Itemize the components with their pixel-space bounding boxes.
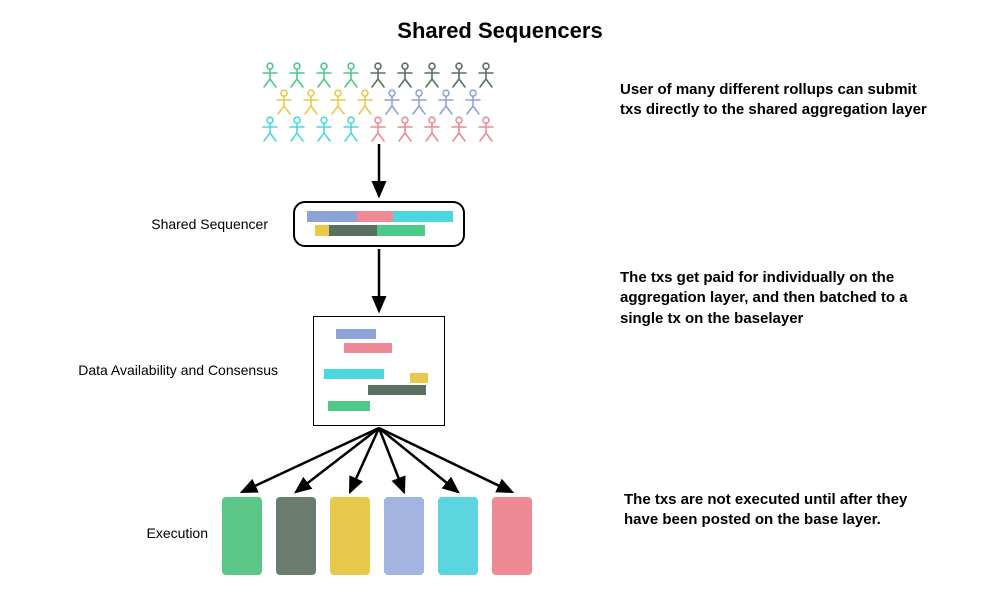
flow-arrow bbox=[379, 428, 404, 492]
person-icon bbox=[420, 116, 444, 143]
tx-bar bbox=[377, 225, 425, 236]
tx-bar bbox=[344, 343, 392, 353]
person-icon bbox=[434, 89, 458, 116]
label-data-availability: Data Availability and Consensus bbox=[58, 362, 278, 378]
shared-sequencer-box bbox=[293, 201, 465, 247]
description-execution: The txs are not executed until after the… bbox=[624, 490, 944, 531]
person-icon bbox=[474, 62, 498, 89]
flow-arrow bbox=[296, 428, 379, 492]
tx-bar bbox=[315, 225, 329, 236]
person-icon bbox=[474, 116, 498, 143]
person-icon bbox=[299, 89, 323, 116]
user-row bbox=[265, 89, 491, 116]
person-icon bbox=[339, 116, 363, 143]
person-icon bbox=[366, 116, 390, 143]
execution-blocks-row bbox=[222, 497, 532, 575]
person-icon bbox=[447, 116, 471, 143]
execution-block bbox=[222, 497, 262, 575]
person-icon bbox=[258, 62, 282, 89]
person-icon bbox=[258, 116, 282, 143]
description-batching: The txs get paid for individually on the… bbox=[620, 268, 940, 329]
users-group bbox=[253, 62, 503, 143]
tx-bar bbox=[324, 369, 384, 379]
execution-block bbox=[330, 497, 370, 575]
person-icon bbox=[272, 89, 296, 116]
tx-bar bbox=[368, 385, 426, 395]
person-icon bbox=[285, 62, 309, 89]
person-icon bbox=[353, 89, 377, 116]
person-icon bbox=[285, 116, 309, 143]
person-icon bbox=[407, 89, 431, 116]
flow-arrow bbox=[379, 428, 458, 492]
person-icon bbox=[461, 89, 485, 116]
flow-arrow bbox=[379, 428, 512, 492]
description-users: User of many different rollups can submi… bbox=[620, 80, 940, 121]
tx-bar bbox=[410, 373, 428, 383]
person-icon bbox=[366, 62, 390, 89]
label-shared-sequencer: Shared Sequencer bbox=[98, 216, 268, 232]
person-icon bbox=[380, 89, 404, 116]
execution-block bbox=[276, 497, 316, 575]
user-row bbox=[253, 116, 503, 143]
tx-bar bbox=[307, 211, 357, 222]
user-row bbox=[253, 62, 503, 89]
flow-arrow bbox=[350, 428, 379, 492]
person-icon bbox=[420, 62, 444, 89]
person-icon bbox=[312, 62, 336, 89]
execution-block bbox=[492, 497, 532, 575]
label-execution: Execution bbox=[98, 525, 208, 541]
tx-bar bbox=[329, 225, 377, 236]
flow-arrow bbox=[242, 428, 379, 492]
tx-bar bbox=[328, 401, 370, 411]
person-icon bbox=[393, 116, 417, 143]
execution-block bbox=[438, 497, 478, 575]
person-icon bbox=[393, 62, 417, 89]
tx-bar bbox=[357, 211, 393, 222]
tx-bar bbox=[336, 329, 376, 339]
person-icon bbox=[312, 116, 336, 143]
person-icon bbox=[326, 89, 350, 116]
data-availability-box bbox=[313, 316, 445, 426]
diagram-title: Shared Sequencers bbox=[0, 18, 1000, 44]
person-icon bbox=[447, 62, 471, 89]
execution-block bbox=[384, 497, 424, 575]
tx-bar bbox=[393, 211, 453, 222]
person-icon bbox=[339, 62, 363, 89]
